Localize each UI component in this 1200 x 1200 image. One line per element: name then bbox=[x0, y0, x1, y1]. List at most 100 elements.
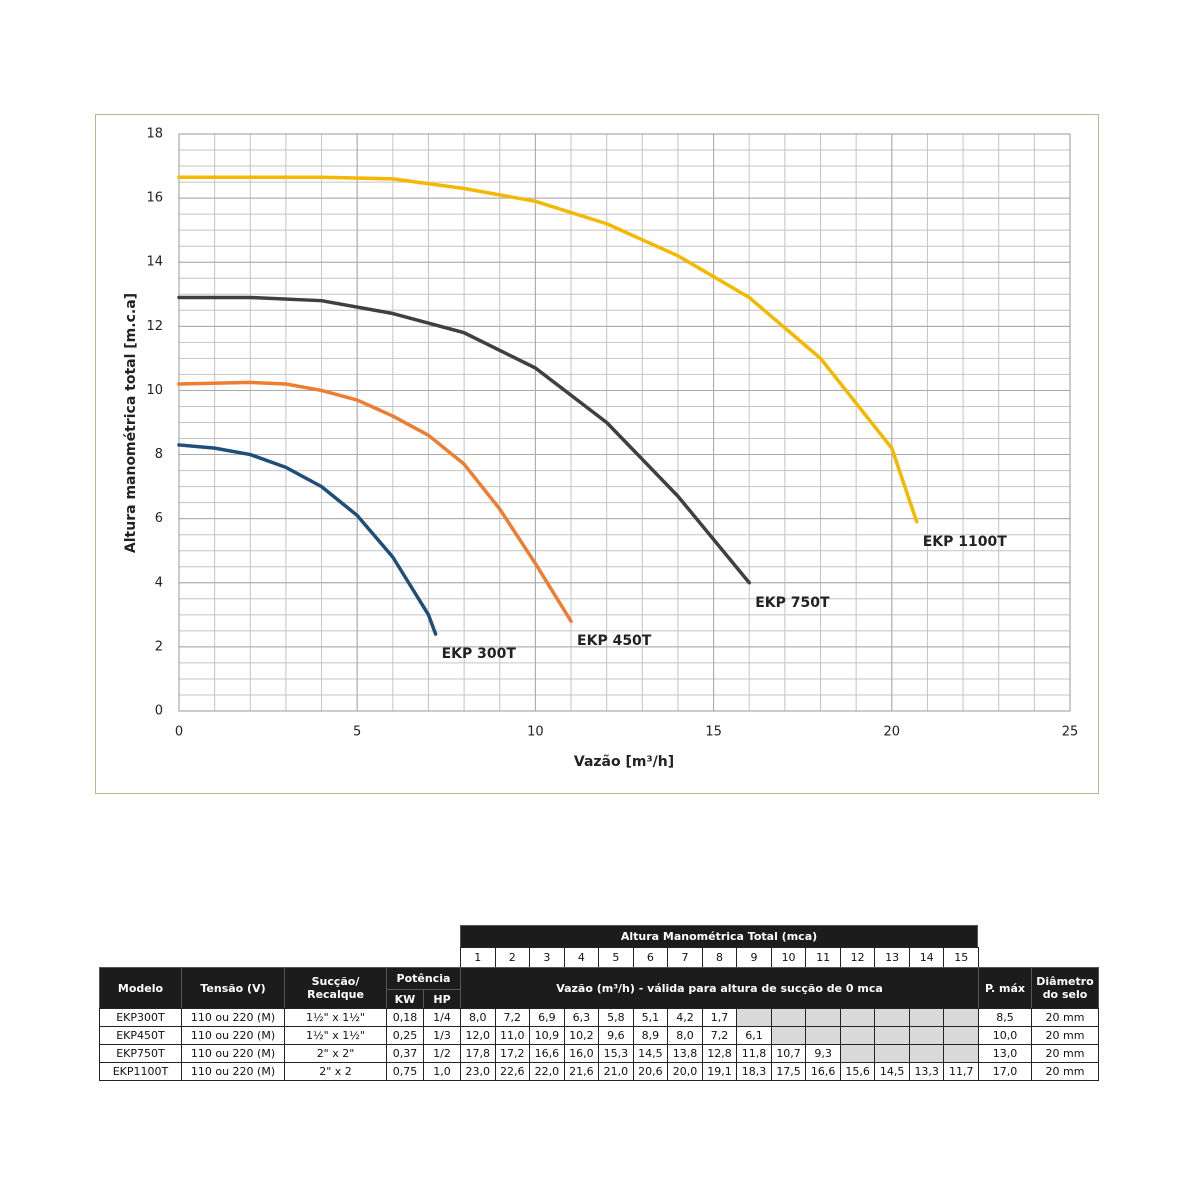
top-header: Altura Manométrica Total (mca) bbox=[460, 925, 978, 948]
table-cell: 6,1 bbox=[736, 1026, 772, 1045]
table-cell: 20 mm bbox=[1031, 1026, 1099, 1045]
header-cell: Sucção/ Recalque bbox=[284, 967, 387, 1009]
height-header: 15 bbox=[943, 947, 979, 968]
table-cell: 10,9 bbox=[529, 1026, 565, 1045]
table-cell: 0,25 bbox=[386, 1026, 424, 1045]
table-cell: 9,3 bbox=[805, 1044, 841, 1063]
curve-label: EKP 1100T bbox=[923, 534, 1008, 550]
header-cell: Vazão (m³/h) - válida para altura de suc… bbox=[460, 967, 979, 1009]
table-cell: 13,8 bbox=[667, 1044, 703, 1063]
empty-cell bbox=[908, 1008, 945, 1027]
table-cell: 8,0 bbox=[460, 1008, 496, 1027]
table-cell: 2" x 2" bbox=[284, 1044, 387, 1063]
curve bbox=[177, 295, 751, 585]
height-header: 4 bbox=[563, 947, 600, 968]
plot-border bbox=[178, 133, 1071, 712]
table-cell: 13,3 bbox=[908, 1062, 945, 1081]
y-tick-label: 6 bbox=[155, 511, 163, 526]
table-cell: 1,7 bbox=[701, 1008, 738, 1027]
empty-cell bbox=[839, 1026, 876, 1045]
table-cell: 15,3 bbox=[598, 1044, 634, 1063]
table-cell: 1/4 bbox=[423, 1008, 461, 1027]
table-cell: 2" x 2 bbox=[284, 1062, 387, 1081]
table-cell: 19,1 bbox=[701, 1062, 738, 1081]
table-cell: 0,37 bbox=[386, 1044, 424, 1063]
y-axis-title: Altura manométrica total [m.c.a] bbox=[123, 293, 139, 553]
table-cell: 1½" x 1½" bbox=[284, 1026, 387, 1045]
chart-frame bbox=[95, 114, 1099, 794]
table-cell: 17,0 bbox=[978, 1062, 1032, 1081]
height-header: 12 bbox=[839, 947, 876, 968]
empty-cell bbox=[943, 1008, 979, 1027]
curve-label: EKP 750T bbox=[755, 595, 830, 611]
table-cell: 110 ou 220 (M) bbox=[181, 1044, 285, 1063]
y-tick-label: 12 bbox=[146, 319, 163, 334]
x-tick-label: 20 bbox=[884, 725, 901, 740]
height-header: 8 bbox=[701, 947, 738, 968]
table-cell: 6,9 bbox=[529, 1008, 565, 1027]
empty-cell bbox=[736, 1008, 772, 1027]
table-cell: EKP450T bbox=[99, 1026, 182, 1045]
table-cell: EKP300T bbox=[99, 1008, 182, 1027]
curve bbox=[177, 175, 919, 524]
table-cell: 1/3 bbox=[423, 1026, 461, 1045]
empty-cell bbox=[805, 1008, 841, 1027]
table-cell: 16,6 bbox=[805, 1062, 841, 1081]
table-cell: 8,0 bbox=[667, 1026, 703, 1045]
y-tick-label: 0 bbox=[155, 704, 163, 719]
table-cell: 10,7 bbox=[770, 1044, 807, 1063]
table-cell: 12,8 bbox=[701, 1044, 738, 1063]
table-cell: 11,8 bbox=[736, 1044, 772, 1063]
table-cell: 110 ou 220 (M) bbox=[181, 1062, 285, 1081]
height-header: 2 bbox=[494, 947, 531, 968]
table-cell: 0,18 bbox=[386, 1008, 424, 1027]
height-header: 7 bbox=[667, 947, 703, 968]
height-header: 3 bbox=[529, 947, 565, 968]
table-cell: 6,3 bbox=[563, 1008, 600, 1027]
header-cell: Modelo bbox=[99, 967, 182, 1009]
empty-cell bbox=[908, 1026, 945, 1045]
y-tick-label: 2 bbox=[155, 639, 163, 654]
x-tick-label: 15 bbox=[705, 725, 722, 740]
table-cell: 21,6 bbox=[563, 1062, 600, 1081]
empty-cell bbox=[839, 1008, 876, 1027]
table-cell: 1/2 bbox=[423, 1044, 461, 1063]
empty-cell bbox=[874, 1026, 910, 1045]
table-cell: 7,2 bbox=[701, 1026, 738, 1045]
table-cell: 20,6 bbox=[632, 1062, 669, 1081]
header-cell: KW bbox=[386, 989, 424, 1009]
x-tick-label: 5 bbox=[353, 725, 361, 740]
empty-cell bbox=[874, 1008, 910, 1027]
table-cell: 22,0 bbox=[529, 1062, 565, 1081]
header-cell: Diâmetro do selo bbox=[1031, 967, 1099, 1009]
table-cell: 14,5 bbox=[874, 1062, 910, 1081]
table-cell: 5,1 bbox=[632, 1008, 669, 1027]
table-cell: 10,2 bbox=[563, 1026, 600, 1045]
empty-cell bbox=[908, 1044, 945, 1063]
table-cell: 7,2 bbox=[494, 1008, 531, 1027]
y-tick-label: 16 bbox=[146, 191, 163, 206]
y-tick-label: 8 bbox=[155, 447, 163, 462]
curve bbox=[177, 443, 438, 636]
table-cell: 12,0 bbox=[460, 1026, 496, 1045]
table-cell: 20 mm bbox=[1031, 1008, 1099, 1027]
curve bbox=[177, 380, 573, 623]
height-header: 10 bbox=[770, 947, 807, 968]
table-cell: 8,5 bbox=[978, 1008, 1032, 1027]
height-header: 11 bbox=[805, 947, 841, 968]
empty-cell bbox=[943, 1026, 979, 1045]
table-cell: 22,6 bbox=[494, 1062, 531, 1081]
height-header: 6 bbox=[632, 947, 669, 968]
table-cell: 20 mm bbox=[1031, 1044, 1099, 1063]
table-cell: 20 mm bbox=[1031, 1062, 1099, 1081]
table-cell: 9,6 bbox=[598, 1026, 634, 1045]
table-cell: 18,3 bbox=[736, 1062, 772, 1081]
height-header: 14 bbox=[908, 947, 945, 968]
empty-cell bbox=[874, 1044, 910, 1063]
y-tick-label: 18 bbox=[146, 127, 163, 142]
table-cell: 17,5 bbox=[770, 1062, 807, 1081]
empty-cell bbox=[805, 1026, 841, 1045]
empty-cell bbox=[943, 1044, 979, 1063]
table-cell: 17,2 bbox=[494, 1044, 531, 1063]
